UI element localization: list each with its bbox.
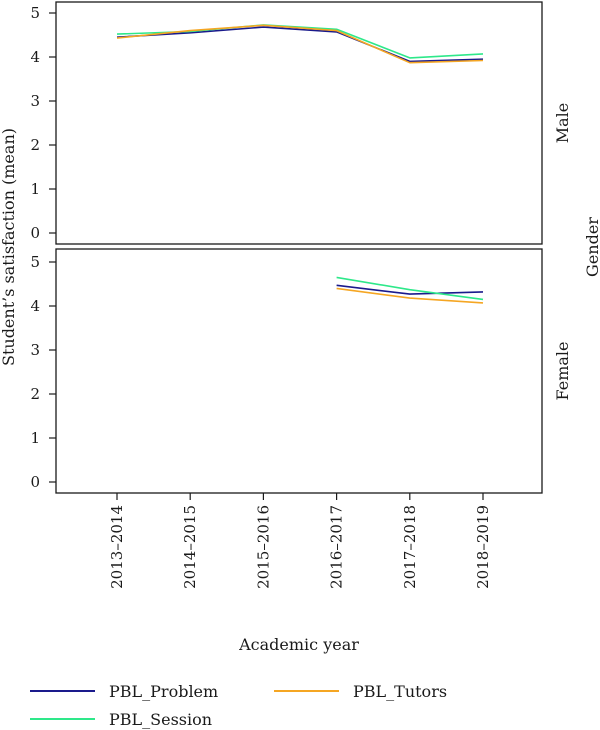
series-line-male-pbl-tutors [116, 24, 484, 64]
y-tick-label-p1-5: 5 [30, 253, 40, 271]
panel-male-frame [55, 1, 543, 245]
facet-axis-label: Gender [583, 217, 600, 277]
legend-label-pbl-tutors: PBL_Tutors [353, 682, 447, 701]
x-axis-label: Academic year [238, 635, 359, 654]
y-tick-label-p1-4: 4 [30, 297, 40, 315]
panel-female-frame [55, 248, 543, 494]
panel-male-label: Male [553, 103, 572, 144]
x-tick-label-3: 2016–2017 [328, 505, 346, 589]
series-line-female-pbl-tutors [336, 287, 484, 304]
series-line-female-pbl-session [336, 276, 484, 301]
y-tick-label-p0-3: 3 [30, 92, 40, 110]
legend: PBL_Problem PBL_Tutors PBL_Session [30, 682, 447, 729]
x-tick-label-1: 2014–2015 [181, 505, 199, 589]
x-tick-label-5: 2018–2019 [474, 505, 492, 589]
y-tick-label-p0-0: 0 [30, 224, 40, 242]
y-tick-label-p0-1: 1 [30, 180, 40, 198]
y-tick-label-p1-3: 3 [30, 341, 40, 359]
legend-label-pbl-problem: PBL_Problem [109, 682, 218, 701]
y-tick-label-p1-2: 2 [30, 385, 40, 403]
y-tick-label-p0-2: 2 [30, 136, 40, 154]
legend-label-pbl-session: PBL_Session [109, 710, 212, 729]
series-line-female-pbl-problem [336, 284, 484, 295]
y-tick-label-p1-0: 0 [30, 473, 40, 491]
x-tick-label-2: 2015–2016 [254, 505, 272, 589]
panel-female-label: Female [553, 342, 572, 401]
y-axis-label: Student’s satisfaction (mean) [0, 128, 18, 366]
y-tick-label-p1-1: 1 [30, 429, 40, 447]
x-tick-label-4: 2017–2018 [401, 505, 419, 589]
y-tick-label-p0-5: 5 [30, 4, 40, 22]
series-line-male-pbl-problem [116, 26, 484, 63]
x-tick-label-0: 2013–2014 [108, 505, 126, 589]
y-tick-label-p0-4: 4 [30, 48, 40, 66]
